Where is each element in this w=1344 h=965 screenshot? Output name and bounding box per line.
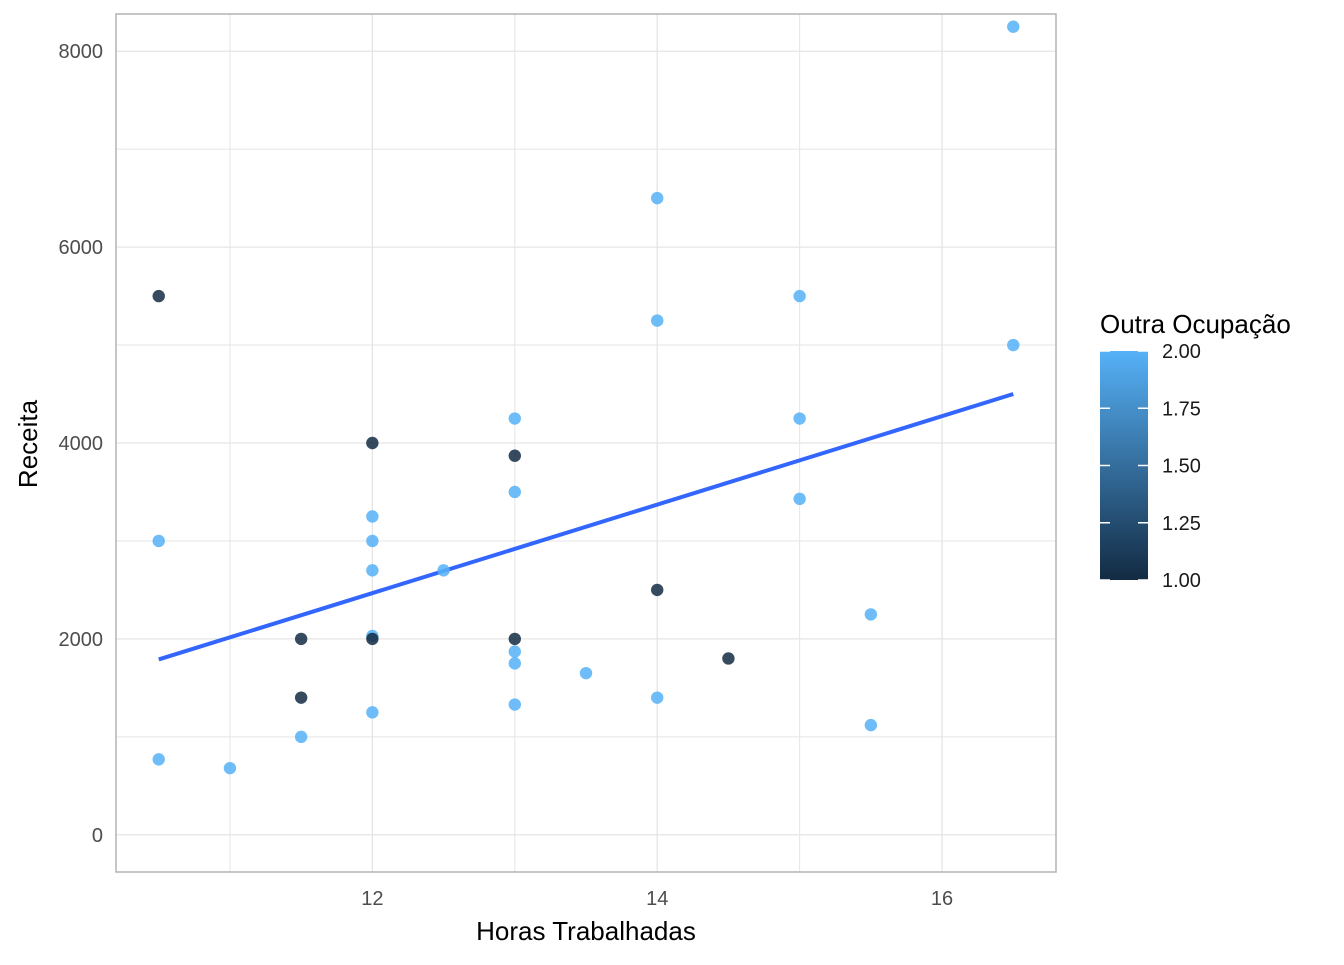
y-tick-label: 4000 [59,433,104,455]
data-point [508,632,521,646]
legend-tick-label: 1.00 [1162,570,1201,592]
y-tick-label: 2000 [59,629,104,651]
legend-title: Outra Ocupação [1100,309,1291,339]
data-point [793,289,806,303]
data-point [294,730,308,744]
y-tick-label: 0 [92,825,103,847]
data-point [366,510,379,523]
data-point [366,436,379,450]
data-point [152,534,165,548]
legend-tick-label: 1.25 [1162,513,1201,535]
data-point [294,632,308,646]
legend-tick-label: 1.75 [1162,398,1201,420]
data-point [651,191,664,205]
data-point [793,412,806,425]
data-point [864,608,878,621]
data-points [152,20,1020,775]
data-point [508,449,521,462]
trend-line [158,392,1014,662]
data-point [508,698,521,711]
data-point [1007,20,1020,33]
data-point [1007,338,1020,352]
data-point [366,534,379,548]
panel-border [115,13,1057,873]
data-point [793,492,806,506]
x-axis-title: Horas Trabalhadas [476,916,696,946]
data-point [437,564,450,577]
data-point [508,485,521,499]
data-point [152,753,165,766]
data-point [223,761,237,775]
data-point [579,666,593,680]
y-tick-label: 8000 [59,41,104,63]
data-point [864,718,878,732]
data-point [508,645,521,658]
data-point [366,706,379,719]
data-point [651,691,664,704]
grid-lines [116,14,1056,872]
data-point [651,314,664,327]
data-point [508,657,521,670]
panel-frame [115,13,1057,873]
y-tick-label: 6000 [59,237,104,259]
x-tick-label: 12 [361,888,383,910]
data-point [722,652,735,665]
legend-tick-label: 1.50 [1162,456,1201,478]
x-tick-label: 14 [646,888,668,910]
color-legend: Outra Ocupação 1.00 1.25 1.50 1.75 2.00 [1100,309,1291,592]
y-axis-title: Receita [13,399,43,488]
legend-tick-label: 2.00 [1162,341,1201,363]
axis-tick-labels: 12 14 16 0 2000 4000 6000 8000 [59,41,954,910]
data-point [651,583,664,597]
data-point [152,289,165,303]
trend-line-layer [158,392,1014,662]
data-point [366,564,379,577]
legend-ticks: 1.00 1.25 1.50 1.75 2.00 [1100,341,1201,592]
x-tick-label: 16 [931,888,953,910]
data-point [294,691,308,704]
data-point [366,632,379,646]
data-point [508,412,521,425]
